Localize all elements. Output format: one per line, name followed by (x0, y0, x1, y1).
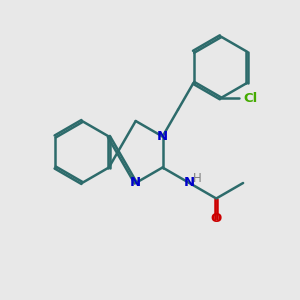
Text: N: N (157, 130, 168, 143)
Text: N: N (184, 176, 195, 190)
Text: O: O (211, 212, 222, 225)
Text: Cl: Cl (243, 92, 257, 105)
Text: N: N (130, 176, 141, 190)
Text: H: H (193, 172, 202, 184)
